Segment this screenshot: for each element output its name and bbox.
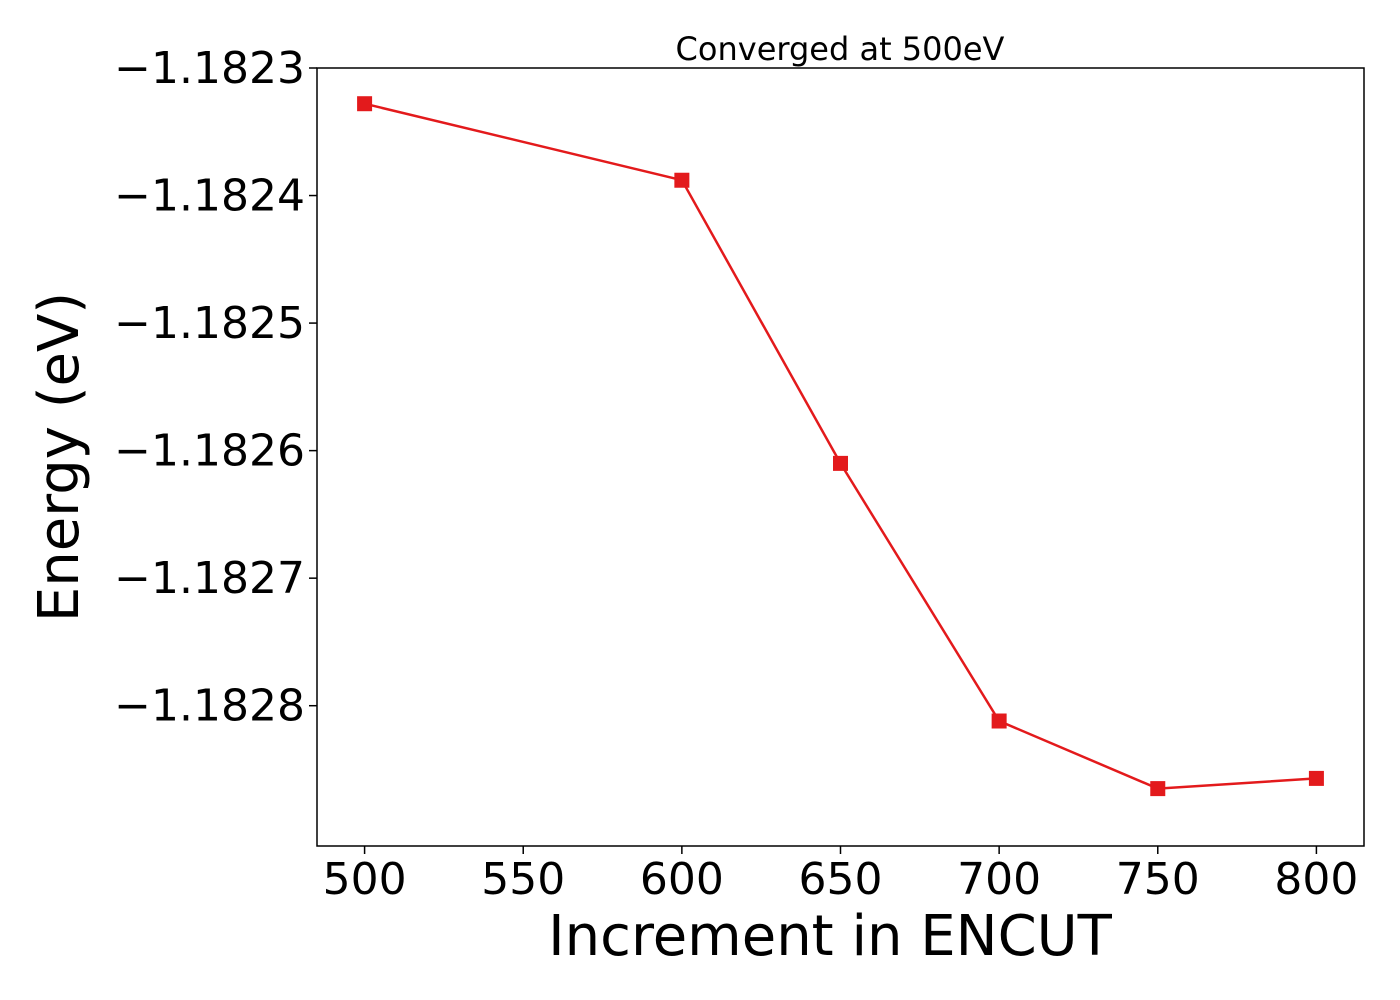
y-tick-label: −1.1823 <box>114 43 305 94</box>
x-tick-label: 550 <box>481 854 565 905</box>
data-point-marker <box>991 713 1007 729</box>
y-axis: −1.1823 −1.1824 −1.1825 −1.1826 −1.1827 −1.18… <box>114 43 317 732</box>
series-layer <box>357 96 1324 797</box>
data-point-marker <box>1308 770 1324 786</box>
data-point-marker <box>674 172 690 188</box>
data-point-marker <box>1150 781 1166 797</box>
series-line <box>364 102 1317 790</box>
y-tick-label: −1.1826 <box>114 426 305 477</box>
y-tick-label: −1.1828 <box>114 681 305 732</box>
y-tick-label: −1.1824 <box>114 171 305 222</box>
x-tick-label: 700 <box>957 854 1041 905</box>
x-tick-label: 800 <box>1274 854 1358 905</box>
x-tick-label: 650 <box>799 854 883 905</box>
chart-title: Converged at 500eV <box>676 30 1005 68</box>
x-tick-label: 500 <box>323 854 407 905</box>
data-point-marker <box>833 455 848 471</box>
x-axis-label: Increment in ENCUT <box>548 904 1113 969</box>
y-tick-label: −1.1825 <box>114 298 305 349</box>
data-point-marker <box>357 96 373 112</box>
x-axis: 500 550 600 650 700 750 800 <box>323 846 1358 905</box>
y-tick-label: −1.1827 <box>114 553 305 604</box>
x-tick-label: 600 <box>640 854 724 905</box>
x-tick-label: 750 <box>1116 854 1200 905</box>
y-axis-label: Energy (eV) <box>27 292 92 622</box>
